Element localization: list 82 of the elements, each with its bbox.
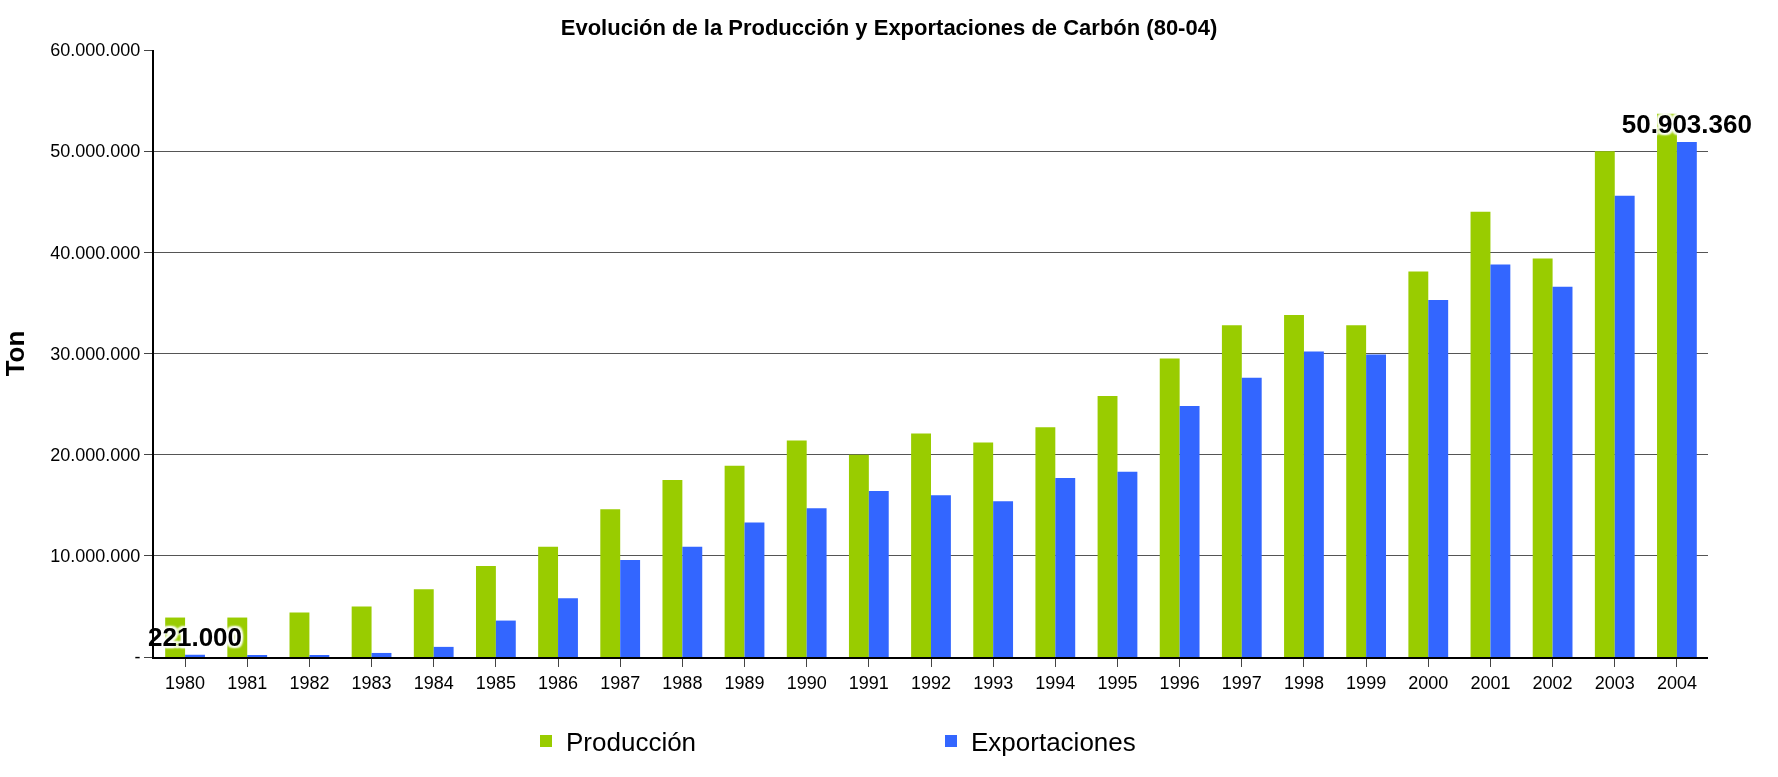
x-tick-label: 1993: [973, 672, 1014, 693]
x-tick-label: 1981: [227, 672, 268, 693]
x-tick-label: 1989: [724, 672, 765, 693]
bar: [1490, 264, 1511, 657]
bar: [1159, 358, 1180, 657]
x-tick-label: 1999: [1346, 672, 1387, 693]
x-tick-label: 2002: [1532, 672, 1573, 693]
bar: [806, 508, 827, 657]
bar: [600, 509, 621, 657]
bar: [371, 652, 392, 657]
x-tick-label: 1987: [600, 672, 641, 693]
bar: [289, 612, 310, 657]
bar: [309, 654, 330, 657]
bar: [475, 565, 496, 657]
legend-label: Exportaciones: [971, 727, 1136, 758]
x-tick-label: 1980: [165, 672, 206, 693]
bar: [1179, 406, 1200, 657]
x-tick-label: 2000: [1408, 672, 1449, 693]
x-tick-label: 1984: [413, 672, 454, 693]
y-axis-title: Ton: [0, 330, 30, 377]
bar: [433, 646, 454, 657]
x-tick-label: 1997: [1221, 672, 1262, 693]
x-tick-label: 1983: [351, 672, 392, 693]
x-tick-label: 1990: [786, 672, 827, 693]
bar: [724, 465, 745, 657]
bar: [1055, 477, 1076, 657]
bar: [1470, 211, 1491, 657]
y-tick-label: -: [134, 647, 141, 668]
y-tick-label: 10.000.000: [50, 546, 141, 567]
x-tick-label: 2004: [1656, 672, 1697, 693]
bar: [682, 546, 703, 657]
x-tick-label: 1985: [475, 672, 516, 693]
bar: [1428, 299, 1449, 657]
bar: [351, 606, 372, 657]
bar: [931, 495, 951, 657]
bar: [495, 620, 516, 657]
x-tick-label: 2003: [1594, 672, 1635, 693]
bar: [1366, 354, 1387, 657]
x-tick-label: 1988: [662, 672, 703, 693]
bar: [744, 522, 765, 657]
bar: [1346, 325, 1367, 657]
bar: [868, 491, 889, 657]
bar: [973, 442, 994, 657]
bar: [911, 433, 931, 657]
legend-label: Producción: [566, 727, 697, 758]
bar: [1117, 471, 1138, 657]
bar: [1676, 142, 1697, 657]
bar: [662, 479, 683, 657]
bar: [848, 454, 869, 657]
bar: [558, 598, 578, 657]
bar: [1097, 395, 1118, 657]
x-tick-label: 1992: [910, 672, 952, 693]
bar: [1241, 377, 1262, 657]
x-tick-label: 2001: [1470, 672, 1511, 693]
y-tick-label: 30.000.000: [50, 343, 141, 364]
bar: [1408, 271, 1429, 657]
bar: [1035, 427, 1056, 657]
y-tick-label: 60.000.000: [50, 40, 141, 61]
bar: [1614, 195, 1635, 657]
y-tick-label: 20.000.000: [50, 444, 141, 465]
bar: [247, 654, 268, 657]
x-tick-label: 1996: [1159, 672, 1200, 693]
x-tick-label: 1991: [848, 672, 889, 693]
x-tick-label: 1994: [1035, 672, 1076, 693]
bar: [993, 501, 1014, 657]
chart-title: Evolución de la Producción y Exportaciones de Carbón (80-04): [560, 14, 1218, 40]
x-tick-label: 1986: [538, 672, 579, 693]
bar: [1594, 151, 1615, 657]
bar: [538, 546, 559, 657]
x-tick-label: 1995: [1097, 672, 1138, 693]
bar: [1552, 286, 1573, 657]
bar: [1284, 315, 1304, 657]
bar: [620, 559, 641, 657]
bar: [1221, 325, 1242, 657]
x-tick-label: 1998: [1283, 672, 1324, 693]
bar: [1532, 258, 1553, 657]
x-tick-label: 1982: [289, 672, 330, 693]
y-tick-label: 50.000.000: [50, 141, 141, 162]
bar: [413, 589, 434, 657]
bar: [786, 440, 807, 657]
y-tick-label: 40.000.000: [50, 242, 141, 263]
bar: [1303, 351, 1324, 657]
